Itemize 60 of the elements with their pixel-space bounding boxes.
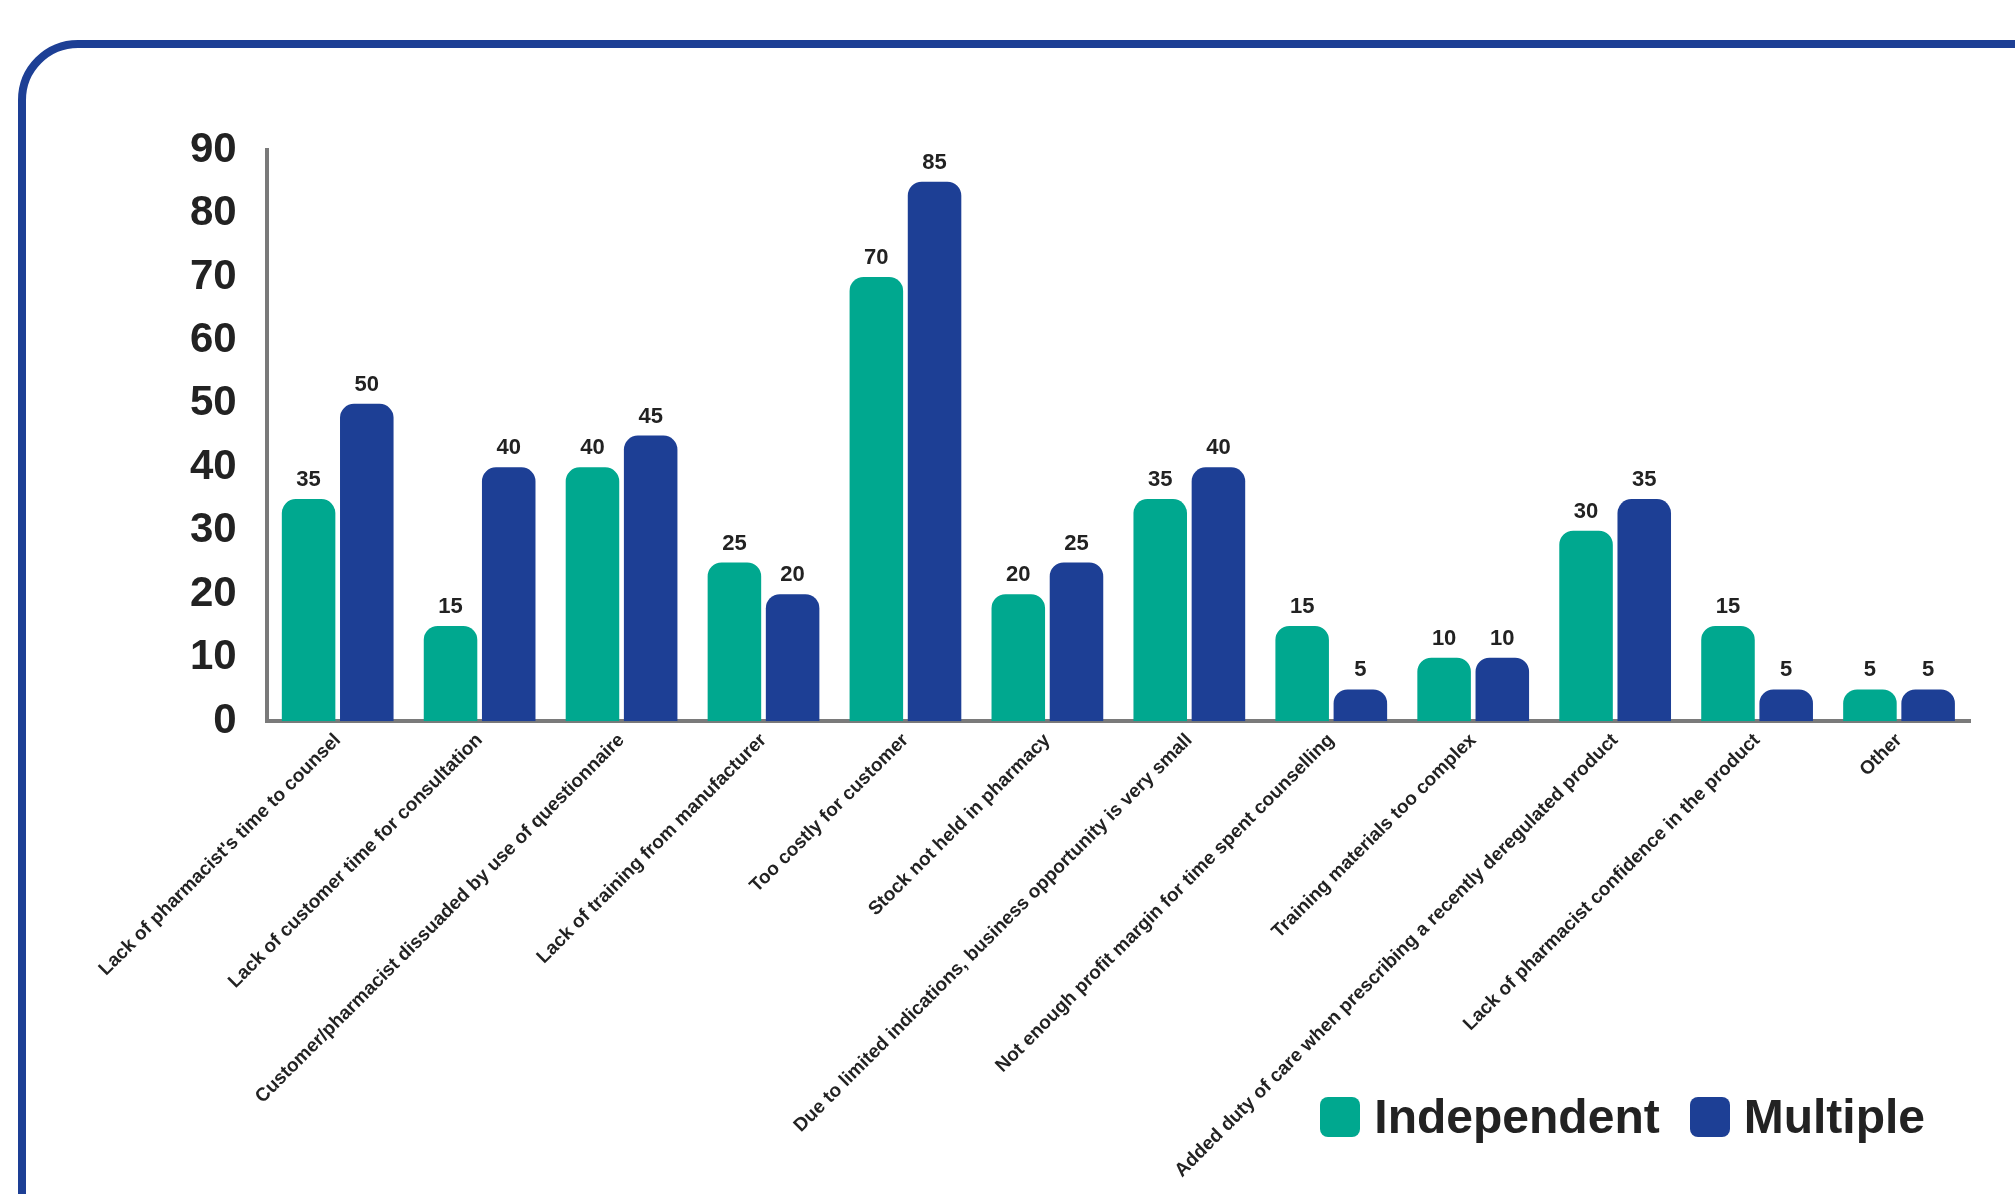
y-tick-label: 60 — [190, 313, 237, 361]
data-label: 5 — [1780, 656, 1793, 682]
y-tick-label: 80 — [190, 187, 237, 235]
data-label: 45 — [638, 402, 663, 428]
data-label: 70 — [864, 243, 889, 269]
bar — [765, 594, 820, 722]
y-tick-label: 30 — [190, 504, 237, 552]
data-label: 50 — [354, 370, 380, 396]
bar — [481, 467, 536, 722]
bar — [1333, 689, 1388, 722]
data-label: 35 — [296, 466, 321, 492]
data-label: 30 — [1573, 497, 1599, 523]
bar — [1475, 657, 1530, 722]
bar — [565, 467, 620, 722]
bar — [907, 181, 962, 722]
y-tick-label: 0 — [213, 694, 237, 742]
bar — [1191, 467, 1246, 722]
data-label: 5 — [1354, 656, 1367, 682]
bar — [1275, 625, 1329, 722]
data-label: 40 — [496, 434, 521, 460]
bar — [1559, 530, 1613, 722]
data-label: 5 — [1863, 656, 1877, 682]
bar — [1049, 562, 1104, 722]
data-label: 15 — [1715, 593, 1741, 619]
bar — [1133, 499, 1187, 722]
data-label: 5 — [1922, 656, 1935, 682]
data-label: 40 — [1206, 434, 1231, 460]
data-label: 10 — [1431, 624, 1457, 650]
bar — [423, 625, 478, 722]
bar — [1759, 689, 1813, 722]
y-tick-label: 70 — [190, 250, 237, 298]
data-label: 35 — [1632, 466, 1657, 492]
data-label: 10 — [1490, 624, 1515, 650]
y-tick-label: 90 — [190, 123, 237, 171]
data-label: 20 — [780, 561, 805, 587]
data-label: 40 — [580, 434, 605, 460]
y-tick-label: 20 — [190, 567, 237, 615]
bar — [1617, 499, 1672, 722]
data-label: 15 — [438, 593, 463, 619]
bar — [1417, 657, 1471, 722]
bar — [623, 435, 678, 722]
y-tick-label: 50 — [190, 377, 237, 425]
data-label: 35 — [1147, 466, 1173, 492]
bar — [340, 403, 394, 722]
bar — [991, 594, 1046, 722]
legend-label: Independent — [1374, 1089, 1660, 1144]
data-label: 25 — [1064, 529, 1089, 555]
data-label: 20 — [1006, 561, 1031, 587]
bar — [1843, 689, 1897, 722]
bar — [1701, 625, 1755, 722]
bar — [707, 562, 762, 722]
y-tick-label: 10 — [190, 631, 237, 679]
legend-label: Multiple — [1743, 1089, 1925, 1144]
bar — [849, 276, 904, 722]
bar — [281, 499, 336, 722]
data-label: 15 — [1289, 593, 1315, 619]
bar — [1901, 689, 1955, 722]
data-label: 85 — [922, 148, 947, 174]
data-label: 25 — [722, 529, 747, 555]
y-tick-label: 40 — [190, 440, 237, 488]
